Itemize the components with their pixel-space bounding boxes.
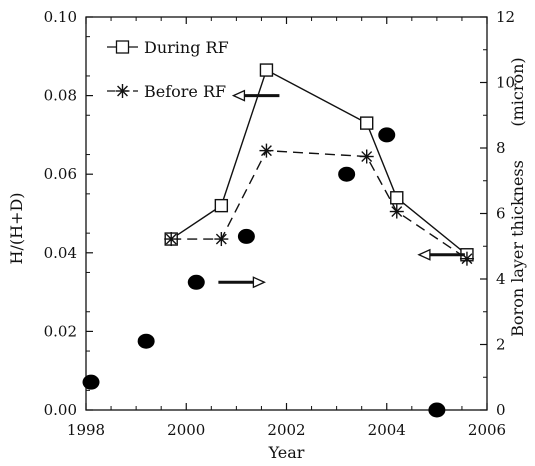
asterisk-stroke [117,85,128,97]
legend-label-before-rf: Before RF [144,82,226,101]
arrow-head-left [417,248,431,261]
asterisk-stroke [261,145,272,157]
arrows-group [218,89,465,289]
y-left-tick-label: 0.10 [44,8,77,26]
x-tick-label: 2002 [267,421,305,439]
y-axis-right-unit: (micron) [508,57,527,126]
asterisk-stroke [215,233,227,245]
x-axis-label: Year [268,443,305,462]
data-point-boron-thickness [82,374,100,390]
y-right-tick-label: 8 [496,139,506,157]
data-point-before-rf [259,143,274,158]
data-point-before-rf [459,251,474,266]
data-point-boron-thickness [428,402,446,418]
asterisk-stroke [361,151,373,162]
ticks-group: 1998 2000 2002 2004 2006 0.00 0.02 0.04 0.06 0.08… [44,8,516,439]
x-tick-label: 2006 [468,421,506,439]
y-axis-right-label: Boron layer thickness [508,160,527,337]
y-right-tick-label: 6 [496,205,506,223]
data-point-before-rf [359,149,374,164]
data-point-boron-thickness [237,228,255,244]
y-left-tick-label: 0.06 [44,165,77,183]
y-left-tick-label: 0.04 [44,244,77,262]
data-point-boron-thickness [137,333,155,349]
x-tick-label: 1998 [67,421,105,439]
data-point-during-rf [259,63,274,77]
data-point-during-rf [390,191,404,205]
data-point-boron-thickness [187,274,205,290]
y-right-tick-label: 10 [496,74,515,92]
y-right-tick-label: 2 [496,336,506,354]
y-axis-left-label: H/(H+D) [7,192,26,264]
legend-label-during-rf: During RF [144,38,229,57]
series-line-during-rf [170,69,468,256]
y-left-tick-label: 0.02 [44,322,77,340]
y-right-tick-label: 12 [496,8,515,26]
arrow-head-right [252,276,266,289]
data-point-before-rf [164,232,179,247]
arrow-head-left [231,89,246,102]
x-tick-label: 2000 [167,421,205,439]
asterisk-stroke [391,206,403,217]
data-point-during-rf [360,116,374,130]
markers-group [82,63,474,418]
asterisk-stroke [165,233,177,245]
data-point-before-rf [214,232,229,247]
data-point-before-rf [389,204,404,219]
plot-frame [85,16,488,411]
y-left-tick-label: 0.00 [44,401,77,419]
y-right-tick-label: 0 [496,401,506,419]
series-line-before-rf [171,149,468,260]
data-point-during-rf [214,198,229,213]
data-point-boron-thickness [378,127,396,143]
legend-marker-during-rf [115,40,130,54]
legend-marker-before-rf [115,84,130,98]
y-left-tick-label: 0.08 [44,87,77,105]
asterisk-stroke [461,253,473,265]
series-lines-group [170,69,468,260]
legend: During RF Before RF [107,38,229,101]
data-point-boron-thickness [338,166,356,182]
y-right-tick-label: 4 [496,270,506,288]
legend-asterisk [115,84,130,98]
x-tick-label: 2004 [368,421,406,439]
